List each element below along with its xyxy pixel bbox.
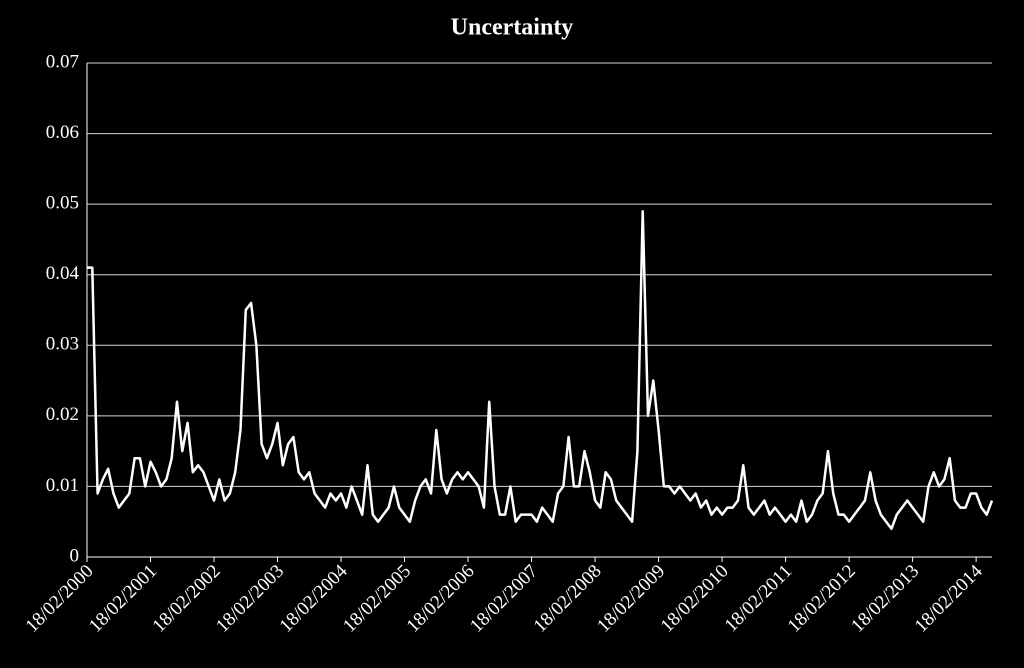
x-tick-label: 18/02/2008 xyxy=(530,561,606,637)
x-tick-label: 18/02/2004 xyxy=(276,560,352,636)
x-tick-label: 18/02/2001 xyxy=(85,561,161,637)
y-tick-label: 0.03 xyxy=(46,334,79,355)
y-tick-label: 0.06 xyxy=(46,122,79,143)
x-tick-label: 18/02/2013 xyxy=(847,561,923,637)
chart-title: Uncertainty xyxy=(451,15,574,41)
x-tick-label: 18/02/2000 xyxy=(22,561,98,637)
y-tick-label: 0.01 xyxy=(46,475,79,496)
y-tick-label: 0.05 xyxy=(46,193,79,214)
x-tick-label: 18/02/2005 xyxy=(339,561,415,637)
y-tick-label: 0 xyxy=(70,545,80,566)
x-tick-label: 18/02/2006 xyxy=(403,561,479,637)
y-tick-label: 0.04 xyxy=(46,263,80,284)
y-tick-label: 0.02 xyxy=(46,404,79,425)
x-tick-label: 18/02/2011 xyxy=(721,561,797,637)
x-tick-label: 18/02/2014 xyxy=(911,560,987,636)
x-tick-label: 18/02/2007 xyxy=(466,561,542,637)
x-tick-label: 18/02/2012 xyxy=(784,561,860,637)
x-tick-label: 18/02/2010 xyxy=(657,561,733,637)
y-tick-label: 0.07 xyxy=(46,51,79,72)
line xyxy=(87,209,994,531)
x-tick-label: 18/02/2002 xyxy=(149,561,225,637)
x-tick-label: 18/02/2003 xyxy=(212,561,288,637)
x-tick-label: 18/02/2009 xyxy=(593,561,669,637)
